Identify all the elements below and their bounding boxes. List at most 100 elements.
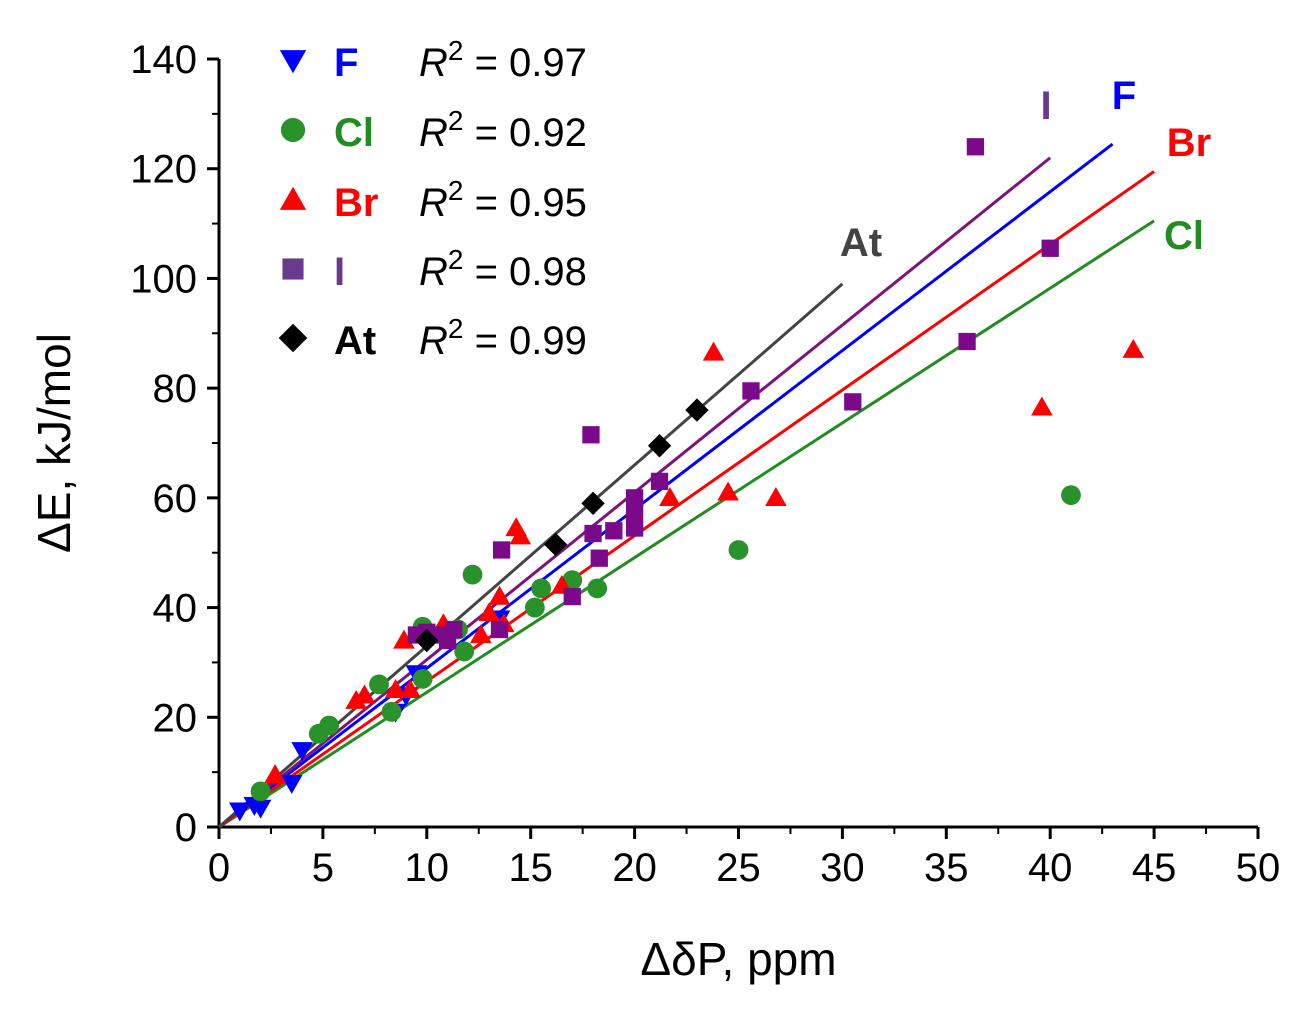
y-axis-title: ΔE, kJ/mol <box>28 333 80 553</box>
point-cl <box>319 715 340 736</box>
point-br <box>353 684 376 704</box>
point-cl <box>1061 485 1081 506</box>
point-br <box>393 629 415 649</box>
point-cl <box>531 578 551 599</box>
point-cl <box>462 564 483 585</box>
point-cl <box>728 540 749 560</box>
legend-marker-i <box>282 258 304 280</box>
legend-name-br: Br <box>334 181 378 225</box>
legend-marker-f <box>279 50 307 74</box>
point-br <box>470 624 492 644</box>
r2-symbol: R <box>419 41 448 85</box>
y-tick-label: 140 <box>130 38 197 82</box>
point-br <box>399 679 421 698</box>
fit-line-labels: F Cl Br I At <box>840 74 1211 265</box>
point-at <box>685 398 709 422</box>
point-cl <box>381 701 402 722</box>
point-i <box>844 393 862 411</box>
point-cl <box>412 668 433 689</box>
point-i <box>966 138 985 156</box>
legend-r2-at: R2 = 0.99 <box>419 313 587 363</box>
fit-line-at <box>218 282 844 829</box>
y-tick-label: 60 <box>153 477 198 521</box>
point-br <box>509 525 532 545</box>
r2-value: = 0.97 <box>463 41 586 85</box>
legend-name-i: I <box>334 250 345 294</box>
point-i <box>605 522 623 540</box>
point-at <box>581 491 605 516</box>
x-tick-label: 15 <box>508 846 553 890</box>
point-br <box>488 585 511 605</box>
r2-value: = 0.92 <box>463 111 586 155</box>
point-cl <box>587 578 608 599</box>
r2-superscript: 2 <box>448 105 464 136</box>
point-i <box>563 587 581 606</box>
r2-superscript: 2 <box>448 244 464 275</box>
r2-symbol: R <box>419 111 448 155</box>
point-br <box>384 679 407 698</box>
fit-label-f: F <box>1112 74 1136 118</box>
point-i <box>958 332 976 351</box>
x-tick-label: 35 <box>924 846 969 890</box>
x-tick-label: 20 <box>612 846 657 890</box>
point-cl <box>454 641 475 662</box>
point-cl <box>250 781 271 802</box>
fit-lines <box>218 142 1155 829</box>
r2-symbol: R <box>419 319 448 363</box>
point-cl <box>524 597 545 618</box>
point-i <box>625 502 644 521</box>
point-f <box>280 775 303 794</box>
point-cl <box>369 674 389 695</box>
y-tick-label: 40 <box>153 587 198 631</box>
point-i <box>1041 239 1059 257</box>
r2-symbol: R <box>419 181 448 225</box>
fit-label-cl: Cl <box>1164 214 1204 258</box>
r2-superscript: 2 <box>448 175 464 206</box>
point-i <box>742 382 760 400</box>
point-at <box>415 628 439 653</box>
r2-value: = 0.99 <box>463 319 586 363</box>
r2-value: = 0.98 <box>463 250 586 294</box>
x-tick-label: 5 <box>312 846 334 890</box>
y-tick-label: 80 <box>153 367 198 411</box>
axes-layer: 0 5 10 15 20 25 30 35 40 45 50 0 20 40 60 80 100 120 140 <box>130 38 1280 890</box>
legend-name-f: F <box>334 41 358 85</box>
fit-label-br: Br <box>1167 121 1211 165</box>
fit-line-cl <box>218 219 1155 829</box>
legend-r2-cl: R2 = 0.92 <box>419 105 587 155</box>
x-tick-label: 25 <box>716 846 761 890</box>
point-at <box>543 532 568 557</box>
legend-r2-i: R2 = 0.98 <box>419 244 587 294</box>
point-i <box>590 549 608 567</box>
point-i <box>650 472 669 491</box>
x-tick-label: 0 <box>208 846 230 890</box>
x-axis-title: ΔδP, ppm <box>640 933 836 985</box>
y-tick-label: 120 <box>130 148 197 192</box>
fit-label-i: I <box>1040 84 1051 128</box>
x-tick-label: 30 <box>820 846 865 890</box>
x-tick-label: 40 <box>1028 846 1073 890</box>
point-br <box>659 487 681 506</box>
r2-symbol: R <box>419 250 448 294</box>
legend-marker-br <box>279 186 307 210</box>
point-i <box>445 620 463 639</box>
point-br <box>1122 338 1145 358</box>
point-i <box>625 519 644 537</box>
point-br <box>478 602 500 622</box>
r2-superscript: 2 <box>448 313 464 344</box>
x-tick-label: 10 <box>405 846 450 890</box>
point-br <box>717 481 739 501</box>
legend-name-cl: Cl <box>334 111 374 155</box>
y-tick-label: 0 <box>175 806 197 850</box>
point-i <box>582 426 600 444</box>
x-tick-label: 50 <box>1236 846 1281 890</box>
point-i <box>490 620 509 639</box>
fit-line-br <box>218 170 1155 829</box>
point-br <box>1031 396 1053 416</box>
point-f <box>228 802 251 822</box>
r2-superscript: 2 <box>448 35 464 66</box>
x-tick-label: 45 <box>1132 846 1177 890</box>
y-tick-label: 20 <box>153 696 198 740</box>
